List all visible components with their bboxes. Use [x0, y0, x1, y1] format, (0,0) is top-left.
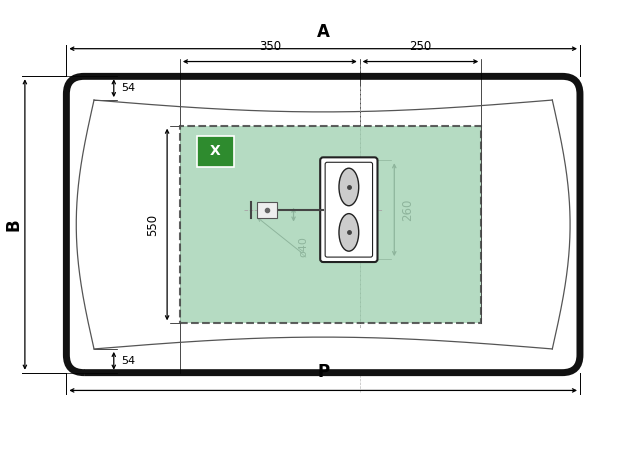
Bar [257, 202, 277, 218]
Text: 250: 250 [410, 40, 431, 53]
Text: 350: 350 [259, 40, 281, 53]
Text: B: B [4, 218, 22, 231]
Text: 54: 54 [122, 356, 136, 366]
Text: 550: 550 [146, 213, 159, 236]
FancyBboxPatch shape [325, 162, 372, 257]
Bar [196, 136, 234, 167]
Ellipse shape [339, 168, 359, 206]
PathPatch shape [66, 76, 580, 373]
Text: X: X [210, 145, 221, 158]
Ellipse shape [339, 214, 359, 251]
Bar [180, 126, 482, 323]
FancyBboxPatch shape [320, 157, 377, 262]
Text: 54: 54 [122, 83, 136, 93]
Text: A: A [317, 23, 329, 41]
Text: 260: 260 [401, 198, 414, 221]
Text: ø40: ø40 [299, 236, 308, 257]
Text: P: P [317, 362, 329, 381]
